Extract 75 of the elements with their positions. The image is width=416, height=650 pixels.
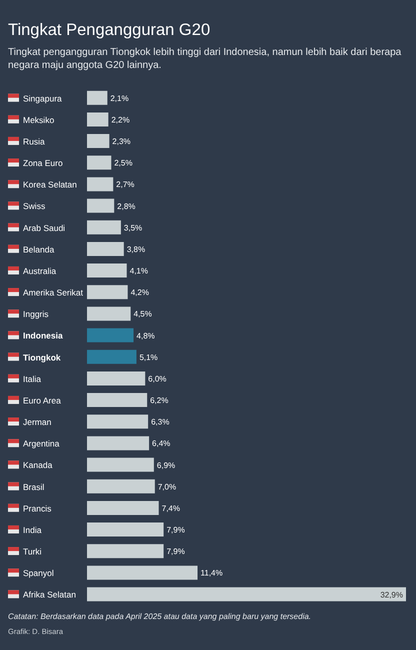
bar	[87, 285, 128, 300]
data-label: 7,9%	[166, 547, 185, 556]
y-tick-label: Kanada	[23, 460, 53, 470]
y-tick-label: Jerman	[23, 417, 52, 428]
data-label: 4,8%	[136, 331, 155, 340]
bar	[87, 436, 150, 450]
bar	[87, 90, 108, 105]
data-label: 6,2%	[150, 396, 168, 406]
y-tick-label: Brasil	[23, 482, 44, 492]
y-tick-label: Amerika Serikat	[23, 288, 84, 298]
bar	[87, 544, 164, 558]
bar	[87, 500, 159, 515]
data-label: 3,8%	[126, 244, 146, 254]
bar	[87, 328, 134, 342]
y-tick-label: Belanda	[23, 244, 54, 254]
y-tick-label: Singapura	[23, 93, 62, 104]
bar	[87, 393, 148, 408]
bar	[87, 242, 124, 256]
chart-subtitle: Tingkat pengangguran Tiongkok lebih tinggi dari Indonesia, namun lebih baik dari berapa negara maju anggota G20 lainnya.	[8, 46, 402, 72]
y-tick-label: Prancis	[23, 503, 52, 514]
bar	[87, 587, 406, 602]
data-label: 7,0%	[158, 482, 176, 492]
data-label: 4,5%	[134, 310, 152, 319]
data-label: 6,0%	[148, 374, 166, 384]
data-label: 4,2%	[130, 288, 149, 298]
y-tick-label: Swiss	[23, 201, 46, 212]
data-label: 2,5%	[114, 158, 132, 168]
data-label: 2,8%	[117, 202, 136, 211]
y-tick-label: Zona Euro	[23, 158, 63, 168]
data-label: 2,7%	[116, 180, 134, 190]
y-tick-label: Euro Area	[23, 395, 62, 406]
data-label: 3,5%	[124, 223, 142, 232]
data-label: 6,4%	[152, 439, 170, 448]
text: Catatan: Berdasarkan data pada April 2025 atau data yang paling baru yang tersedia.	[8, 612, 312, 621]
bar	[87, 177, 114, 192]
bar	[87, 134, 110, 148]
y-tick-label: Spanyol	[23, 568, 54, 578]
bar	[87, 264, 127, 278]
y-tick-label: Tiongkok	[23, 352, 61, 362]
data-label: 6,3%	[151, 418, 170, 427]
data-label: 7,9%	[166, 526, 185, 535]
data-label: 7,4%	[162, 504, 180, 513]
bar	[87, 566, 198, 580]
y-tick-label: Rusia	[23, 136, 46, 146]
y-tick-label: Italia	[23, 374, 42, 384]
y-tick-label: India	[23, 524, 42, 535]
bar	[87, 198, 114, 213]
bar	[87, 112, 108, 126]
data-label: 5,1%	[139, 352, 158, 362]
bar	[87, 414, 148, 429]
bar	[87, 458, 154, 472]
chart-title: Tingkat Pengangguran G20	[8, 21, 210, 40]
y-tick-label: Argentina	[23, 438, 60, 449]
data-label: 32,9%	[380, 590, 403, 600]
y-tick-label: Korea Selatan	[23, 180, 78, 190]
bar	[87, 306, 131, 321]
bar	[87, 156, 112, 170]
y-tick-label: Australia	[23, 266, 56, 276]
bar	[87, 522, 164, 537]
y-tick-label: Inggris	[23, 309, 49, 320]
y-tick-label: Meksiko	[23, 114, 54, 125]
y-tick-label: Afrika Selatan	[23, 590, 76, 600]
bar	[87, 350, 136, 364]
y-tick-label: Arab Saudi	[23, 222, 66, 233]
data-label: 2,2%	[111, 115, 130, 124]
data-label: 6,9%	[156, 460, 176, 470]
y-tick-label: Turki	[23, 546, 42, 557]
bar	[87, 220, 121, 234]
bar	[87, 479, 155, 494]
y-tick-label: Indonesia	[23, 330, 63, 341]
data-label: 11,4%	[200, 568, 223, 578]
data-label: 4,1%	[130, 266, 148, 276]
bar	[87, 371, 146, 386]
data-label: 2,3%	[112, 137, 131, 146]
data-label: 2,1%	[110, 94, 129, 103]
